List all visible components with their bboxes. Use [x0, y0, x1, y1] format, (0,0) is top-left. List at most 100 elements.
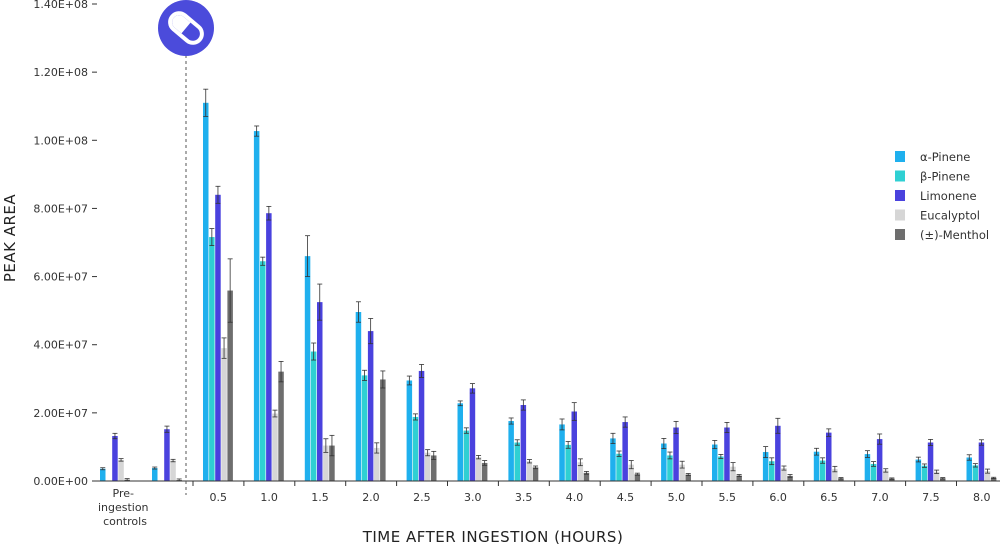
time-5.0-bar [685, 474, 691, 481]
time-2.0-bar [380, 379, 386, 481]
y-tick-label: 1.40E+08 [33, 0, 88, 11]
time-6.0-bar [787, 475, 793, 481]
control-bar [118, 459, 124, 481]
x-tick-label: 3.0 [464, 491, 482, 504]
legend-swatch [895, 209, 905, 221]
y-tick-label: 4.00E+07 [33, 339, 88, 352]
y-tick-label: 2.00E+07 [33, 407, 88, 420]
legend-label: Eucalyptol [920, 209, 980, 223]
x-tick-label: 6.0 [769, 491, 787, 504]
time-5.0-bar [673, 427, 679, 481]
time-2.0-bar [361, 375, 368, 481]
time-4.5-bar [622, 422, 628, 481]
legend-swatch [895, 229, 905, 240]
time-4.5-bar [634, 474, 641, 481]
control-bar [164, 429, 170, 481]
x-tick-label: 7.0 [871, 491, 889, 504]
time-0.5-bar [203, 102, 209, 482]
time-5.0-bar [667, 455, 673, 481]
time-2.5-bar [424, 452, 431, 481]
time-7.5-bar [933, 471, 940, 481]
time-6.5-bar [826, 432, 832, 481]
y-axis-title: PEAK AREA [1, 194, 19, 283]
time-1.5-bar [323, 445, 329, 481]
time-1.0-bar [266, 213, 272, 481]
time-4.5-bar [610, 438, 616, 481]
time-8.0-bar [984, 471, 991, 481]
y-axis: 0.00E+00 2.00E+07 4.00E+07 6.00E+07 8.00E+07… [33, 0, 97, 488]
legend-swatch [895, 190, 905, 201]
x-tick-label: 2.5 [413, 491, 431, 504]
x-tick-label: 5.0 [668, 491, 686, 504]
time-6.5-bar [813, 451, 820, 481]
time-0.5-bar [221, 348, 227, 481]
legend-label: (±)-Menthol [920, 228, 989, 242]
time-8.0-bar [978, 442, 985, 481]
time-1.0-bar [253, 131, 260, 481]
x-tick-label: 4.5 [617, 491, 635, 504]
y-tick-label: 0.00E+00 [33, 475, 88, 488]
time-4.5-bar [616, 453, 622, 481]
time-8.0-bar [990, 477, 997, 481]
x-tick-label: 5.5 [719, 491, 737, 504]
x-tick-label: 1.0 [260, 491, 278, 504]
time-6.0-bar [762, 452, 769, 481]
time-7.5-bar [927, 442, 934, 481]
control-bar [170, 460, 176, 481]
time-4.0-bar [583, 472, 590, 481]
time-2.0-bar [374, 447, 380, 481]
time-2.0-bar [367, 331, 374, 481]
legend-label: Limonene [920, 189, 977, 203]
time-7.0-bar [864, 454, 871, 481]
time-4.0-bar [565, 444, 571, 481]
time-1.0-bar [272, 413, 278, 481]
time-6.0-bar [781, 468, 787, 481]
time-3.5-bar [520, 405, 527, 481]
time-7.0-bar [876, 439, 883, 481]
time-7.0-bar [889, 478, 895, 481]
time-3.5-bar [514, 442, 520, 481]
x-tick-label: 3.5 [515, 491, 533, 504]
time-7.5-bar [940, 478, 946, 481]
time-3.0-bar [475, 457, 482, 481]
time-5.5-bar [736, 475, 742, 481]
time-5.0-bar [679, 464, 685, 481]
y-tick-label: 1.00E+08 [33, 134, 88, 147]
time-4.0-bar [577, 462, 584, 481]
time-6.0-bar [769, 461, 775, 481]
control-bar [152, 468, 158, 481]
y-tick-label: 1.20E+08 [33, 66, 88, 79]
time-6.5-bar [838, 478, 844, 481]
time-3.5-bar [508, 421, 514, 481]
bar-series [100, 88, 997, 482]
time-3.0-bar [481, 462, 488, 481]
time-3.0-bar [457, 403, 463, 481]
time-5.5-bar [712, 444, 718, 481]
time-6.5-bar [832, 469, 838, 481]
time-1.0-bar [260, 261, 266, 481]
control-bar [112, 436, 118, 481]
y-tick-label: 6.00E+07 [33, 271, 88, 284]
time-2.5-bar [406, 380, 413, 481]
capsule-icon [158, 0, 214, 56]
time-1.5-bar [317, 302, 323, 481]
time-3.5-bar [532, 467, 539, 481]
control-bar [100, 468, 106, 481]
time-0.5-bar [227, 290, 233, 481]
time-8.0-bar [966, 457, 972, 481]
y-tick-label: 8.00E+07 [33, 202, 88, 215]
x-tick-label: 4.0 [566, 491, 584, 504]
time-0.5-bar [209, 237, 215, 481]
legend-label: α-Pinene [920, 150, 970, 164]
time-5.0-bar [661, 443, 667, 481]
time-7.5-bar [915, 459, 922, 481]
x-tick-label: 7.5 [922, 491, 940, 504]
time-5.5-bar [724, 427, 730, 481]
time-1.5-bar [304, 256, 311, 481]
x-tick-label: 8.0 [973, 491, 991, 504]
time-5.5-bar [730, 466, 736, 481]
time-2.0-bar [355, 312, 362, 481]
time-8.0-bar [972, 465, 979, 481]
x-tick-label: 1.5 [311, 491, 329, 504]
